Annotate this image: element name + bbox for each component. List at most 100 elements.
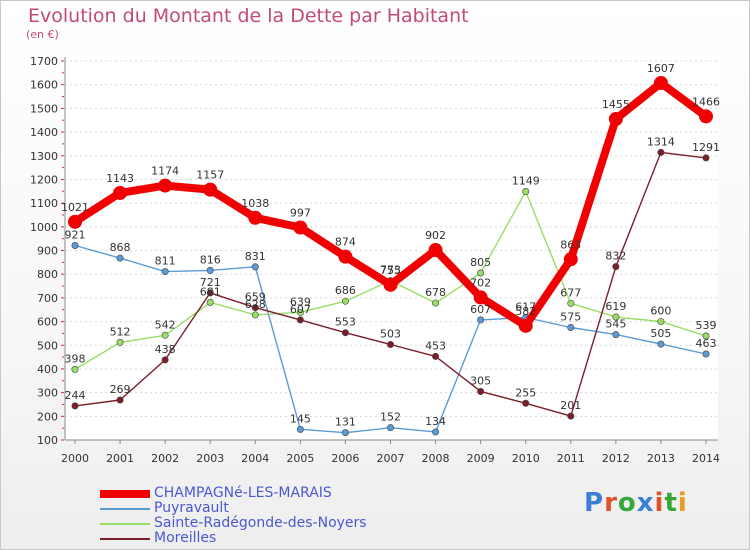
data-label: 702 [470, 276, 491, 289]
data-label: 575 [560, 310, 581, 323]
data-label: 1021 [61, 201, 89, 214]
data-point [432, 428, 440, 436]
data-point [386, 341, 394, 349]
data-point [296, 308, 304, 316]
data-label: 639 [290, 295, 311, 308]
data-label: 1157 [196, 169, 224, 182]
y-tick-label: 1600 [30, 79, 58, 92]
data-label: 539 [696, 319, 717, 332]
data-label: 398 [65, 352, 86, 365]
data-point [71, 402, 79, 410]
data-point [248, 210, 263, 225]
data-label: 1174 [151, 165, 179, 178]
data-point [473, 290, 488, 305]
data-label: 152 [380, 411, 401, 424]
y-tick-label: 1200 [30, 173, 58, 186]
legend-label: Puyravault [154, 500, 229, 516]
data-label: 582 [515, 305, 536, 318]
data-point [612, 313, 620, 321]
logo-letter: P [584, 488, 605, 518]
y-tick-label: 400 [37, 363, 58, 376]
data-point [386, 424, 394, 432]
x-tick-label: 2013 [647, 452, 675, 465]
data-point [203, 182, 218, 197]
logo-letter: o [617, 488, 637, 518]
data-label: 773 [380, 264, 401, 277]
data-point [116, 254, 124, 262]
data-point [71, 365, 79, 373]
y-tick-label: 600 [37, 316, 58, 329]
data-label: 1314 [647, 135, 675, 148]
data-point [477, 387, 485, 395]
y-tick-label: 500 [37, 339, 58, 352]
logo-letter: i [677, 488, 688, 518]
data-label: 1466 [692, 95, 720, 108]
data-label: 863 [560, 238, 581, 251]
data-label: 659 [245, 291, 266, 304]
y-tick-label: 300 [37, 387, 58, 400]
data-label: 681 [200, 285, 221, 298]
data-point [612, 263, 620, 271]
data-point [296, 425, 304, 433]
data-point [522, 188, 530, 196]
data-point [563, 252, 578, 267]
x-tick-label: 2007 [377, 452, 405, 465]
data-point [567, 299, 575, 307]
data-label: 678 [425, 286, 446, 299]
proxiti-logo: Proxiti [584, 488, 688, 518]
data-label: 607 [470, 303, 491, 316]
data-label: 628 [245, 298, 266, 311]
data-point [699, 109, 713, 124]
data-label: 831 [245, 250, 266, 263]
logo-letter: r [604, 488, 618, 518]
data-label: 1291 [692, 141, 720, 154]
data-point [432, 352, 440, 360]
x-tick-label: 2005 [286, 452, 314, 465]
data-label: 244 [65, 389, 86, 402]
data-label: 134 [425, 415, 446, 428]
data-point [567, 323, 575, 331]
legend-swatch [100, 489, 150, 498]
data-label: 721 [200, 276, 221, 289]
y-tick-label: 900 [37, 245, 58, 258]
data-label: 921 [65, 229, 86, 242]
data-label: 512 [110, 325, 131, 338]
data-point [702, 332, 710, 340]
logo-letter: t [664, 488, 678, 518]
data-point [477, 316, 485, 324]
data-point [158, 178, 173, 193]
y-tick-label: 800 [37, 268, 58, 281]
data-label: 269 [110, 383, 131, 396]
data-point [341, 329, 349, 337]
data-point [161, 331, 169, 339]
legend-item: Sainte-Radégonde-des-Noyers [100, 516, 367, 531]
y-tick-label: 1300 [30, 150, 58, 163]
data-label: 542 [155, 318, 176, 331]
data-label: 755 [380, 264, 401, 277]
legend-label: Moreilles [154, 530, 217, 546]
data-label: 145 [290, 412, 311, 425]
x-tick-label: 2014 [692, 452, 720, 465]
data-label: 600 [650, 305, 671, 318]
data-point [161, 268, 169, 276]
x-tick-label: 2004 [241, 452, 269, 465]
y-tick-label: 100 [37, 434, 58, 447]
chart-unit-label: (en €) [26, 28, 59, 41]
data-point [296, 316, 304, 324]
data-point [113, 185, 128, 200]
data-label: 607 [290, 303, 311, 316]
data-label: 1149 [512, 175, 540, 188]
data-label: 255 [515, 386, 536, 399]
data-point [383, 277, 398, 292]
data-point [206, 298, 214, 306]
legend-swatch [100, 507, 150, 510]
data-label: 874 [335, 236, 356, 249]
data-point [522, 399, 530, 407]
data-point [206, 289, 214, 297]
data-point [251, 304, 259, 312]
data-label: 868 [110, 241, 131, 254]
data-point [657, 148, 665, 156]
data-label: 805 [470, 256, 491, 269]
data-label: 677 [560, 286, 581, 299]
legend-swatch [100, 537, 150, 540]
